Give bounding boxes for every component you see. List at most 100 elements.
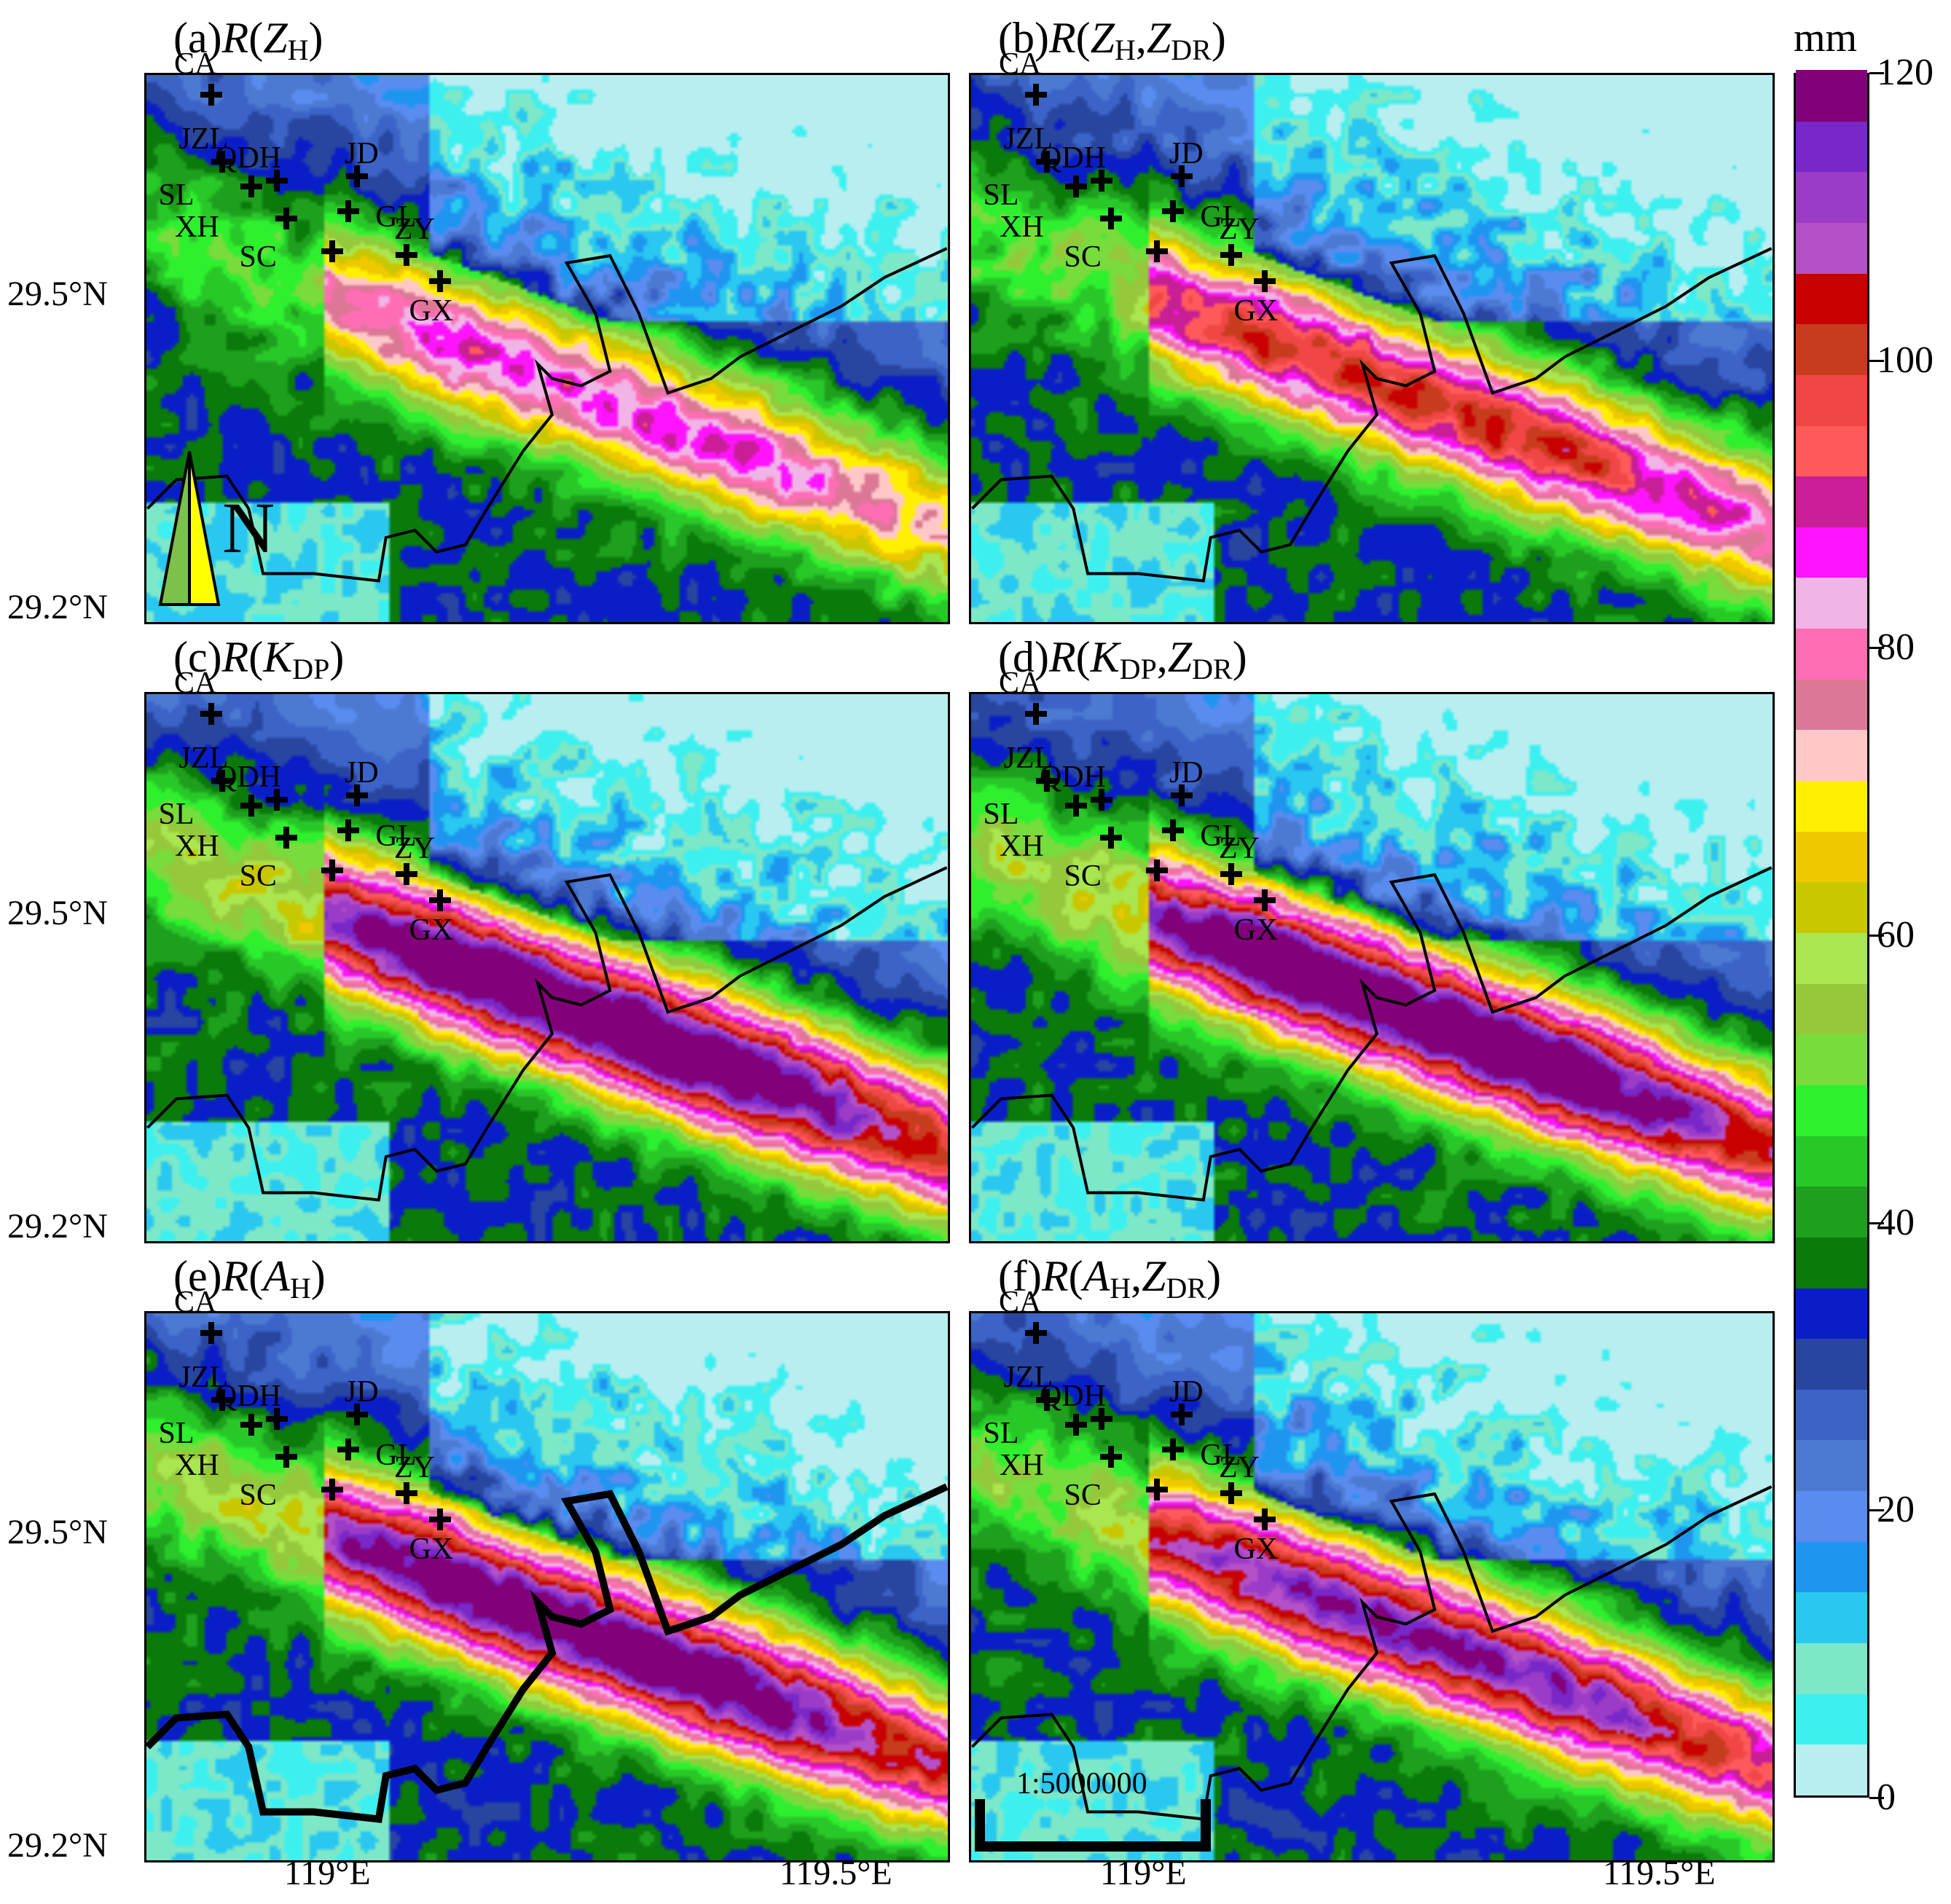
latitude-label: 29.2°N — [7, 1207, 108, 1246]
station-label: SL — [158, 798, 195, 831]
rainfall-field — [146, 75, 948, 622]
boundary-lines — [971, 866, 1773, 1202]
station-marker — [1100, 208, 1122, 229]
colorbar-swatch — [1796, 1541, 1867, 1593]
colorbar-swatch — [1796, 932, 1867, 984]
station-marker — [1171, 165, 1193, 187]
station-label: XH — [1000, 1449, 1044, 1482]
station-marker — [346, 784, 368, 806]
station-marker — [1100, 827, 1122, 849]
station-label: CA — [174, 1286, 217, 1319]
station-label: XH — [175, 211, 219, 244]
colorbar-swatch — [1796, 1388, 1867, 1441]
station-label: GX — [409, 913, 454, 947]
colorbar-swatch — [1796, 1236, 1867, 1289]
colorbar-swatch — [1796, 729, 1867, 782]
station-marker — [275, 208, 297, 229]
colorbar-tick — [1869, 647, 1884, 650]
station-label: SC — [239, 240, 277, 274]
map-panel-e — [144, 1311, 950, 1862]
colorbar-swatch — [1796, 1744, 1867, 1795]
colorbar-tick-label: 120 — [1877, 52, 1934, 93]
county-border — [971, 866, 1773, 1202]
county-border — [146, 247, 948, 583]
colorbar-tick-label: 80 — [1877, 626, 1915, 669]
panel-title: (a)R(ZH) — [173, 14, 323, 66]
station-label: SL — [158, 1417, 195, 1450]
station-label: CA — [999, 666, 1042, 700]
station-label: GL — [1200, 819, 1241, 853]
station-marker — [1171, 1404, 1193, 1425]
panel-title: (e)R(AH) — [173, 1252, 326, 1305]
county-border — [971, 1485, 1773, 1821]
colorbar-tick — [1869, 935, 1884, 937]
station-label: GL — [1200, 200, 1241, 234]
station-marker — [1220, 1482, 1242, 1504]
colorbar-swatch — [1796, 476, 1867, 527]
county-border — [146, 866, 948, 1202]
station-marker — [1025, 84, 1047, 106]
panel-title: (f)R(AH,ZDR) — [998, 1252, 1222, 1305]
longitude-label: 119.5°E — [780, 1854, 892, 1892]
boundary-lines — [971, 247, 1773, 583]
station-marker — [1220, 244, 1242, 266]
station-label: JD — [345, 136, 379, 170]
colorbar-swatch — [1796, 323, 1867, 375]
colorbar-tick-label: 60 — [1877, 914, 1915, 956]
station-marker — [1254, 1508, 1276, 1530]
colorbar-swatch — [1796, 1439, 1867, 1492]
station-label: QDH — [215, 141, 281, 175]
station-label: CA — [174, 47, 217, 81]
station-label: SL — [983, 798, 1019, 831]
colorbar-swatch — [1796, 1592, 1867, 1644]
panel-title: (b)R(ZH,ZDR) — [998, 14, 1226, 66]
north-label: N — [222, 487, 275, 568]
station-marker — [1254, 270, 1276, 292]
colorbar-tick — [1869, 1222, 1884, 1224]
station-marker — [266, 1408, 288, 1430]
colorbar-tick-label: 40 — [1877, 1201, 1915, 1243]
station-label: JZL — [178, 741, 229, 775]
colorbar-unit: mm — [1794, 15, 1858, 60]
rainfall-field — [971, 1313, 1773, 1860]
colorbar-swatch — [1796, 120, 1867, 173]
longitude-label: 119°E — [1100, 1854, 1187, 1892]
colorbar-swatch — [1796, 526, 1867, 578]
station-label: ZY — [394, 213, 435, 247]
colorbar-tick — [1869, 359, 1884, 362]
colorbar-swatch — [1796, 881, 1867, 933]
colorbar-swatch — [1796, 425, 1867, 477]
map-panel-d — [969, 692, 1775, 1243]
latitude-label: 29.2°N — [7, 1826, 108, 1865]
colorbar-swatch — [1796, 1287, 1867, 1340]
station-marker — [396, 1482, 417, 1504]
station-label: CA — [174, 666, 217, 700]
colorbar-swatch — [1796, 70, 1867, 122]
station-label: JD — [345, 1374, 379, 1409]
station-label: JD — [345, 755, 379, 790]
station-label: GX — [1233, 913, 1279, 947]
station-marker — [1162, 200, 1184, 222]
station-label: GL — [375, 200, 417, 234]
map-panel-b — [969, 73, 1775, 624]
station-label: SC — [239, 859, 277, 893]
colorbar-swatch — [1796, 1186, 1867, 1238]
station-label: SL — [983, 1417, 1019, 1450]
station-label: SC — [1064, 1478, 1102, 1512]
station-marker — [346, 1404, 368, 1425]
colorbar-swatch — [1796, 678, 1867, 731]
station-marker — [1162, 1439, 1184, 1460]
colorbar — [1794, 70, 1869, 1798]
station-label: GX — [1233, 1532, 1279, 1566]
station-marker — [1091, 789, 1112, 811]
station-label: ZY — [1219, 213, 1260, 247]
station-marker — [1025, 1322, 1047, 1344]
station-marker — [337, 1439, 359, 1460]
station-marker — [275, 1446, 297, 1468]
station-marker — [321, 240, 343, 262]
station-marker — [1091, 1408, 1112, 1430]
station-marker — [1162, 819, 1184, 841]
station-marker — [211, 151, 233, 173]
station-label: ZY — [1219, 832, 1260, 866]
station-label: XH — [1000, 211, 1044, 244]
